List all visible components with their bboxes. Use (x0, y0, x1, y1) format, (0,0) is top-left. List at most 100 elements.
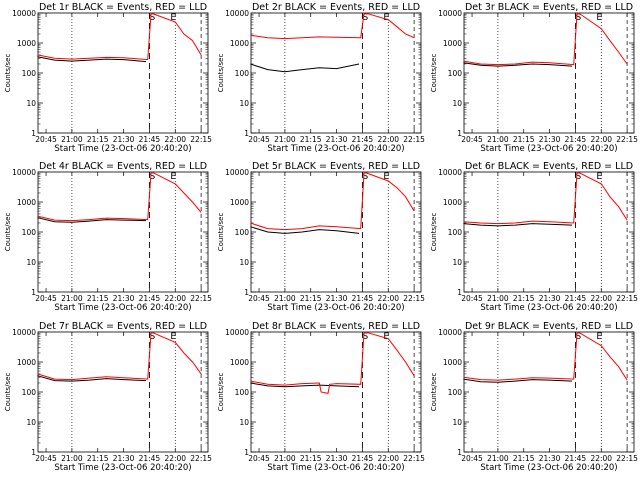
event-marker-label: E (596, 13, 602, 23)
x-tick-label: 22:15 (403, 135, 425, 144)
y-tick-label: 1 (31, 448, 36, 457)
x-tick-label: 21:30 (113, 454, 135, 463)
y-tick-label: 10 (26, 258, 36, 267)
x-tick-label: 21:30 (539, 454, 561, 463)
event-marker-label: E (596, 172, 602, 182)
x-tick-label: 22:00 (164, 135, 186, 144)
event-marker-label: S (363, 13, 369, 23)
y-tick-label: 10 (239, 258, 249, 267)
x-tick-label: 20:45 (461, 454, 483, 463)
x-tick-label: 20:45 (248, 294, 270, 303)
x-tick-label: 22:15 (403, 454, 425, 463)
event-rate-line (37, 56, 147, 63)
event-marker-label: E (383, 13, 389, 23)
plot-frame (463, 12, 635, 134)
x-tick-label: 21:15 (87, 454, 109, 463)
panel-title: Det 3r BLACK = Events, RED = LLD (465, 2, 633, 13)
x-tick-label: 20:45 (35, 135, 57, 144)
event-rate-line (37, 375, 147, 382)
event-marker-label: E (383, 172, 389, 182)
x-tick-label: 20:45 (248, 135, 270, 144)
panel-title: Det 5r BLACK = Events, RED = LLD (252, 161, 420, 172)
y-axis-label: Counts/sec (217, 54, 225, 93)
y-tick-label: 10000 (12, 328, 36, 337)
x-axis-label: Start Time (23-Oct-06 20:40:20) (267, 303, 404, 313)
x-tick-label: 21:15 (513, 454, 535, 463)
det-panel: Det 3r BLACK = Events, RED = LLD 1 10 100 10… (430, 2, 638, 154)
det-panel: Det 2r BLACK = Events, RED = LLD 1 10 100 10… (217, 2, 425, 154)
x-tick-label: 21:00 (487, 294, 509, 303)
x-tick-label: 21:45 (565, 294, 587, 303)
x-tick-label: 20:45 (35, 294, 57, 303)
plot-frame (37, 331, 209, 453)
lld-rate-line (463, 331, 628, 381)
y-tick-label: 10000 (12, 9, 36, 18)
y-axis-label: Counts/sec (430, 373, 438, 412)
det-panel: Det 6r BLACK = Events, RED = LLD 1 10 100 10… (430, 161, 638, 313)
det-panel: Det 5r BLACK = Events, RED = LLD 1 10 100 10… (217, 161, 425, 313)
x-tick-label: 22:15 (403, 294, 425, 303)
event-marker-label: S (363, 332, 369, 342)
plot-frame (250, 12, 422, 134)
det-panel: Det 7r BLACK = Events, RED = LLD 1 10 100 10… (4, 321, 212, 473)
y-tick-label: 1 (457, 448, 462, 457)
det-panel: Det 8r BLACK = Events, RED = LLD 1 10 100 10… (217, 321, 425, 473)
x-tick-label: 21:45 (352, 454, 374, 463)
x-tick-label: 21:45 (352, 294, 374, 303)
x-tick-label: 22:00 (377, 135, 399, 144)
x-tick-label: 22:00 (590, 135, 612, 144)
x-tick-label: 22:15 (190, 294, 212, 303)
x-axis-label: Start Time (23-Oct-06 20:40:20) (54, 144, 191, 154)
y-tick-label: 1 (244, 129, 249, 138)
y-tick-label: 10 (26, 418, 36, 427)
lld-rate-line (463, 12, 628, 66)
panel-title: Det 8r BLACK = Events, RED = LLD (252, 321, 420, 332)
event-marker-label: S (363, 172, 369, 182)
x-tick-label: 20:45 (248, 454, 270, 463)
x-tick-label: 21:30 (113, 135, 135, 144)
x-tick-label: 21:00 (274, 135, 296, 144)
y-tick-label: 10000 (438, 168, 462, 177)
plot-frame (250, 331, 422, 453)
x-tick-label: 21:45 (565, 454, 587, 463)
y-tick-label: 10 (452, 418, 462, 427)
panel-title: Det 2r BLACK = Events, RED = LLD (252, 2, 420, 13)
x-axis-label: Start Time (23-Oct-06 20:40:20) (54, 463, 191, 473)
lld-rate-line (250, 331, 415, 394)
x-axis-label: Start Time (23-Oct-06 20:40:20) (54, 303, 191, 313)
y-tick-label: 100 (235, 69, 250, 78)
y-tick-label: 100 (22, 388, 37, 397)
panel-title: Det 1r BLACK = Events, RED = LLD (39, 2, 207, 13)
x-axis-label: Start Time (23-Oct-06 20:40:20) (267, 144, 404, 154)
y-tick-label: 1000 (443, 358, 462, 367)
y-tick-label: 100 (22, 69, 37, 78)
event-marker-label: S (150, 172, 156, 182)
lld-rate-line (37, 331, 202, 381)
x-tick-label: 21:15 (300, 454, 322, 463)
x-tick-label: 21:00 (487, 135, 509, 144)
y-tick-label: 10000 (225, 9, 249, 18)
x-axis-label: Start Time (23-Oct-06 20:40:20) (480, 303, 617, 313)
x-tick-label: 21:00 (274, 294, 296, 303)
x-axis-label: Start Time (23-Oct-06 20:40:20) (267, 463, 404, 473)
event-rate-line (463, 223, 573, 227)
x-tick-label: 21:15 (87, 135, 109, 144)
x-tick-label: 22:15 (616, 454, 638, 463)
y-tick-label: 1000 (230, 198, 249, 207)
y-tick-label: 1 (457, 129, 462, 138)
x-tick-label: 21:30 (326, 454, 348, 463)
y-tick-label: 1000 (17, 198, 36, 207)
x-tick-label: 21:00 (487, 454, 509, 463)
y-axis-label: Counts/sec (217, 373, 225, 412)
x-tick-label: 21:30 (113, 294, 135, 303)
y-axis-label: Counts/sec (4, 54, 12, 93)
x-tick-label: 21:15 (87, 294, 109, 303)
event-rate-line (250, 226, 360, 234)
plot-frame (37, 171, 209, 293)
lld-rate-line (250, 12, 415, 40)
y-tick-label: 10 (26, 99, 36, 108)
x-tick-label: 20:45 (461, 294, 483, 303)
event-marker-label: S (576, 332, 582, 342)
x-tick-label: 21:30 (326, 294, 348, 303)
